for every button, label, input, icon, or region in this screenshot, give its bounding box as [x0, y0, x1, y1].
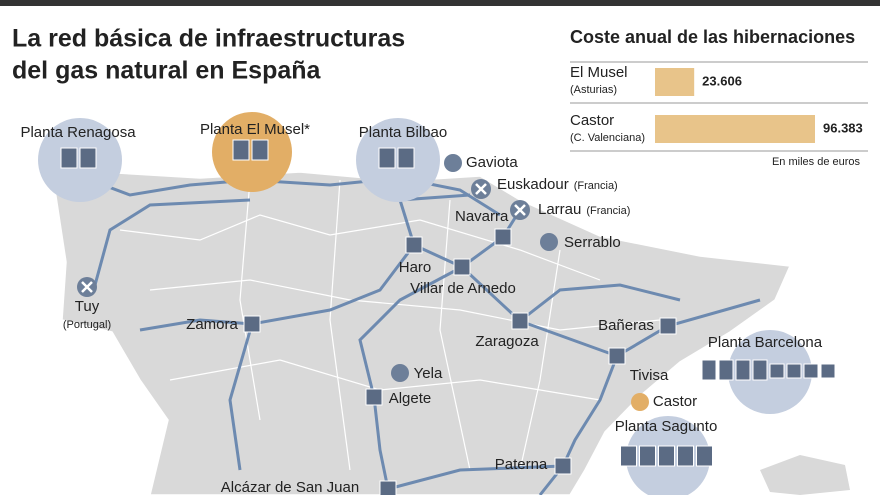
- tank: [251, 139, 269, 161]
- title-line: La red básica de infraestructuras: [12, 25, 405, 53]
- map-label: Navarra: [455, 208, 509, 225]
- bar: [655, 68, 695, 96]
- tank: [752, 359, 768, 381]
- tank: [639, 445, 656, 467]
- map-label: Tuy: [75, 298, 100, 315]
- border-cross: [475, 183, 487, 195]
- tank: [735, 359, 751, 381]
- value-label: 23.606: [702, 73, 742, 88]
- map-label: Planta Renagosa: [20, 124, 136, 141]
- map-label: Zamora: [186, 316, 238, 333]
- bar-separators: [570, 61, 868, 152]
- map-label: Alcázar de San Juan: [221, 479, 359, 495]
- map-note: (Francia): [574, 180, 618, 192]
- map-label: Tivisa: [630, 367, 669, 384]
- tank: [786, 363, 802, 379]
- field: [391, 364, 409, 382]
- map-label: Paterna: [495, 456, 548, 473]
- map-label: Planta Sagunto: [615, 418, 718, 435]
- chart-title: Coste anual de las hibernaciones: [570, 27, 855, 47]
- storage: [631, 393, 649, 411]
- map-label: Haro: [399, 259, 432, 276]
- station: [405, 236, 423, 254]
- tank: [803, 363, 819, 379]
- tank: [696, 445, 713, 467]
- tank: [718, 359, 734, 381]
- station: [365, 388, 383, 406]
- tank: [232, 139, 250, 161]
- map-label: Planta Barcelona: [708, 334, 823, 351]
- map-label: Bañeras: [598, 317, 654, 334]
- value-label: 96.383: [823, 120, 863, 135]
- field: [444, 154, 462, 172]
- station: [379, 480, 397, 498]
- tank: [378, 147, 396, 169]
- map-label: Villar de Arnedo: [410, 280, 516, 297]
- tank: [397, 147, 415, 169]
- map-note: (Francia): [586, 205, 630, 217]
- unit-label: En miles de euros: [772, 156, 861, 168]
- station: [511, 312, 529, 330]
- tank: [60, 147, 78, 169]
- tank: [820, 363, 836, 379]
- tank: [701, 359, 717, 381]
- bar: [655, 115, 815, 143]
- map-label: Algete: [389, 390, 432, 407]
- map-label: Zaragoza: [475, 333, 539, 350]
- category-sublabel: (C. Valenciana): [570, 132, 645, 144]
- map-label: Planta Bilbao: [359, 124, 447, 141]
- map-label: Castor: [653, 393, 697, 410]
- map-label: Yela: [414, 365, 443, 382]
- tank: [79, 147, 97, 169]
- title-line: del gas natural en España: [12, 57, 322, 85]
- category-sublabel: (Asturias): [570, 84, 617, 96]
- map-note: (Portugal): [63, 319, 111, 331]
- field: [540, 233, 558, 251]
- map-label: Euskadour: [497, 176, 569, 193]
- station: [453, 258, 471, 276]
- tank: [620, 445, 637, 467]
- map-label: Gaviota: [466, 154, 518, 171]
- map-label: Larrau: [538, 201, 581, 218]
- category-label: Castor: [570, 112, 614, 129]
- category-label: El Musel: [570, 64, 628, 81]
- map-label: Planta El Musel*: [200, 121, 310, 138]
- station: [494, 228, 512, 246]
- station: [659, 317, 677, 335]
- border-cross: [81, 281, 93, 293]
- tank: [677, 445, 694, 467]
- station: [554, 457, 572, 475]
- border-cross: [514, 204, 526, 216]
- station: [243, 315, 261, 333]
- map-label: Serrablo: [564, 234, 621, 251]
- station: [608, 347, 626, 365]
- tank: [769, 363, 785, 379]
- tank: [658, 445, 675, 467]
- top-rule: [0, 0, 880, 6]
